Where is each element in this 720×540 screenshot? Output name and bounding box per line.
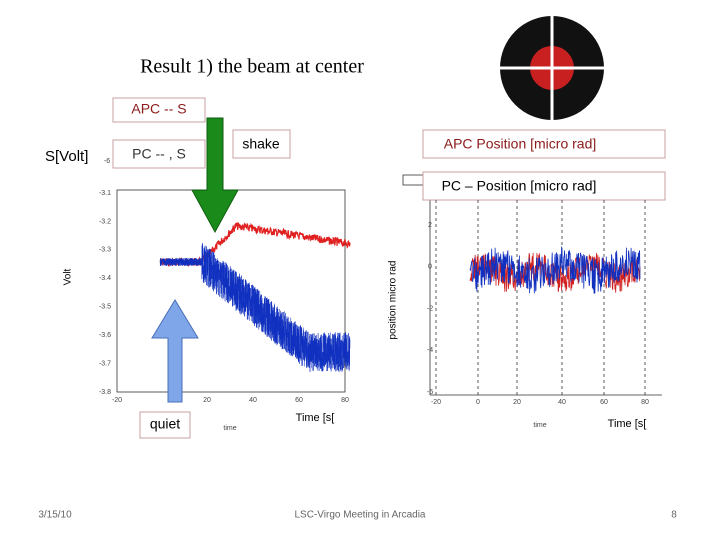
y-tick-label: -6 xyxy=(427,389,433,396)
arrow-down xyxy=(191,117,239,234)
s-volt-label: S[Volt] xyxy=(45,148,88,165)
y-tick-label: -3.4 xyxy=(99,275,111,282)
x-tick-label: 60 xyxy=(295,397,303,404)
label-box xyxy=(422,171,666,201)
y-axis-title: position micro rad xyxy=(388,261,399,340)
y-tick-label: 2 xyxy=(428,222,432,229)
y-tick-label: -2 xyxy=(427,305,433,312)
x-axis-title: time xyxy=(223,425,236,432)
trace-blue xyxy=(159,243,351,373)
y-tick-label: -3.7 xyxy=(99,360,111,367)
trace-blue xyxy=(469,246,641,294)
y-tick-label: -3.1 xyxy=(99,190,111,197)
x-tick-label: 20 xyxy=(513,399,521,406)
corner-label: -6 xyxy=(104,158,110,165)
y-tick-label: -3.2 xyxy=(99,218,111,225)
label-box xyxy=(422,129,666,159)
y-axis-title: Volt xyxy=(63,268,74,285)
x-tick-label: 40 xyxy=(558,399,566,406)
x-tick-label: 60 xyxy=(600,399,608,406)
apc-s-label: APC -- S xyxy=(131,101,186,117)
slide-title: Result 1) the beam at center xyxy=(140,56,364,78)
x-tick-label: -20 xyxy=(431,399,441,406)
label-box xyxy=(232,129,291,159)
apc-position-label: APC Position [micro rad] xyxy=(444,136,597,152)
time-label: Time [s[ xyxy=(608,418,647,430)
y-tick-label: -3.5 xyxy=(99,304,111,311)
quiet-label: quiet xyxy=(150,416,180,432)
target-icon xyxy=(500,16,604,120)
footer-meeting: LSC-Virgo Meeting in Arcadia xyxy=(295,510,426,521)
footer-date: 3/15/10 xyxy=(38,510,72,521)
inset-box xyxy=(402,174,424,186)
y-tick-label: -3.8 xyxy=(99,389,111,396)
label-box xyxy=(112,139,206,169)
x-tick-label: 80 xyxy=(341,397,349,404)
x-tick-label: 80 xyxy=(641,399,649,406)
label-box xyxy=(112,97,206,123)
pc-s-label: PC -- , S xyxy=(132,146,186,162)
time-label: Time [s[ xyxy=(296,412,335,424)
x-tick-label: 20 xyxy=(203,397,211,404)
arrow-up xyxy=(151,299,199,403)
shake-label: shake xyxy=(242,136,280,152)
label-box xyxy=(139,411,191,439)
pc-position-label: PC – Position [micro rad] xyxy=(442,178,597,194)
y-tick-label: -3.6 xyxy=(99,332,111,339)
x-tick-label: 40 xyxy=(249,397,257,404)
x-tick-label: -20 xyxy=(112,397,122,404)
y-tick-label: -4 xyxy=(427,347,433,354)
x-axis-title: time xyxy=(533,422,546,429)
footer-page: 8 xyxy=(671,510,677,521)
x-tick-label: 0 xyxy=(476,399,480,406)
y-tick-label: 0 xyxy=(428,264,432,271)
y-tick-label: -3.3 xyxy=(99,247,111,254)
